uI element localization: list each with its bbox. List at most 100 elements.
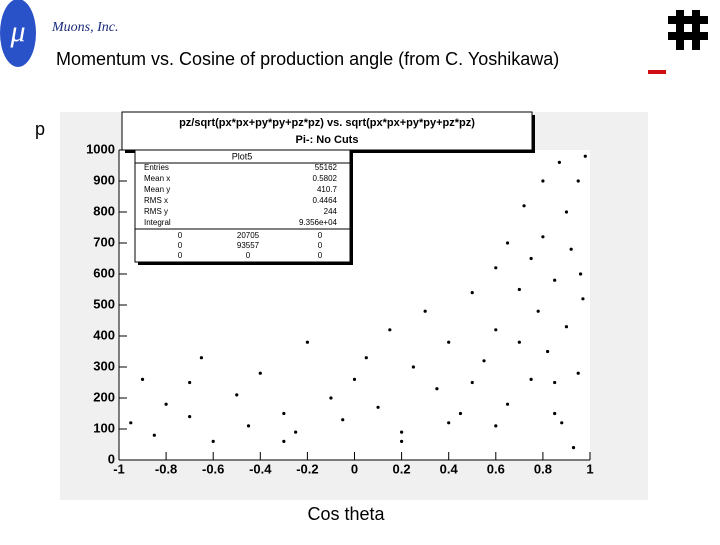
muons-logo	[0, 0, 36, 67]
stats-value: 0.4464	[313, 196, 338, 205]
point	[553, 278, 557, 282]
point	[199, 356, 204, 360]
point	[578, 272, 583, 276]
point	[505, 402, 510, 406]
x-tick-label: -0.8	[155, 461, 177, 476]
point	[564, 210, 569, 214]
fermilab-logo	[668, 10, 708, 50]
stats-value: 410.7	[317, 185, 338, 194]
point	[529, 256, 533, 261]
stats-cell: 0	[178, 231, 183, 240]
point	[458, 411, 463, 416]
point	[557, 160, 561, 164]
stats-cell: 93557	[237, 241, 260, 250]
point	[576, 371, 580, 375]
stats-label: RMS x	[144, 196, 168, 205]
x-tick-label: -0.6	[202, 461, 224, 476]
point	[188, 380, 192, 385]
stats-value: 55162	[315, 163, 338, 172]
point	[305, 340, 309, 344]
stats-value: 9.356e+04	[299, 218, 338, 227]
point	[546, 349, 550, 354]
point	[235, 393, 239, 397]
stats-value: 0.5802	[313, 174, 338, 183]
point	[571, 446, 576, 450]
plot-title: pz/sqrt(px*px+py*py+pz*pz) vs. sqrt(px*p…	[179, 117, 475, 129]
point	[294, 430, 298, 434]
mu-symbol: μ	[9, 15, 25, 48]
y-tick-label: 600	[93, 265, 115, 280]
point	[494, 328, 498, 332]
point	[364, 356, 368, 360]
point	[517, 340, 521, 344]
point	[423, 309, 427, 313]
point	[258, 371, 262, 375]
y-tick-label: 200	[93, 389, 115, 404]
point	[152, 433, 156, 437]
point	[388, 328, 392, 332]
y-axis-label: p	[35, 119, 45, 139]
stats-value: 244	[324, 207, 338, 216]
point	[329, 396, 333, 400]
point	[188, 415, 192, 419]
point	[447, 340, 451, 344]
stats-label: Integral	[144, 218, 171, 227]
point	[569, 247, 573, 251]
x-tick-label: -0.4	[249, 461, 272, 476]
point	[536, 309, 540, 313]
point	[140, 377, 145, 381]
point	[541, 179, 545, 183]
title-box: pz/sqrt(px*px+py*py+pz*pz) vs. sqrt(px*p…	[121, 111, 535, 153]
plot: -1 -0.8 -0.6 -0.4 -0.2 0 0.2 0.4 0.6 0.8 1 0 100 200 3…	[86, 141, 594, 476]
point	[246, 424, 251, 428]
point	[447, 421, 451, 425]
point	[376, 405, 380, 409]
stats-cell: 0	[178, 251, 183, 260]
point	[553, 380, 557, 385]
accent-bar	[648, 70, 666, 74]
point	[576, 179, 580, 183]
point	[583, 154, 587, 158]
x-tick-label: 0.4	[440, 461, 459, 476]
x-tick-label: 0.8	[534, 461, 552, 476]
x-axis-label: Cos theta	[307, 504, 385, 524]
point	[129, 421, 133, 425]
stats-cell: 0	[246, 251, 251, 260]
y-tick-label: 500	[93, 296, 115, 311]
stats-cell: 0	[318, 231, 323, 240]
point	[553, 411, 557, 416]
point	[435, 387, 439, 391]
stats-label: Mean y	[144, 185, 170, 194]
stats-cell: 0	[318, 251, 323, 260]
point	[494, 424, 498, 428]
stats-cell: 0	[318, 241, 323, 250]
point	[470, 291, 474, 295]
x-tick-label: 1	[586, 461, 593, 476]
y-tick-label: 700	[93, 234, 115, 249]
point	[560, 421, 564, 425]
y-tick-label: 800	[93, 203, 115, 218]
point	[581, 297, 585, 301]
slide-title: Momentum vs. Cosine of production angle …	[56, 49, 559, 69]
point	[494, 266, 498, 270]
point	[505, 241, 510, 245]
stats-cell: 0	[178, 241, 183, 250]
point	[400, 430, 404, 434]
header: Muons, Inc.	[51, 20, 119, 35]
point	[482, 359, 486, 363]
x-tick-label: 0.2	[393, 461, 411, 476]
y-tick-label: 0	[108, 451, 115, 466]
y-tick-label: 300	[93, 358, 115, 373]
point	[211, 439, 215, 443]
point	[522, 204, 526, 208]
point	[517, 287, 521, 292]
y-tick-label: 400	[93, 327, 115, 342]
stats-cell: 20705	[237, 231, 260, 240]
point	[411, 365, 415, 369]
plot-subtitle: Pi-: No Cuts	[296, 134, 359, 146]
x-tick-label: -1	[113, 461, 125, 476]
y-tick-label: 100	[93, 420, 115, 435]
stats-label: RMS y	[144, 207, 168, 216]
